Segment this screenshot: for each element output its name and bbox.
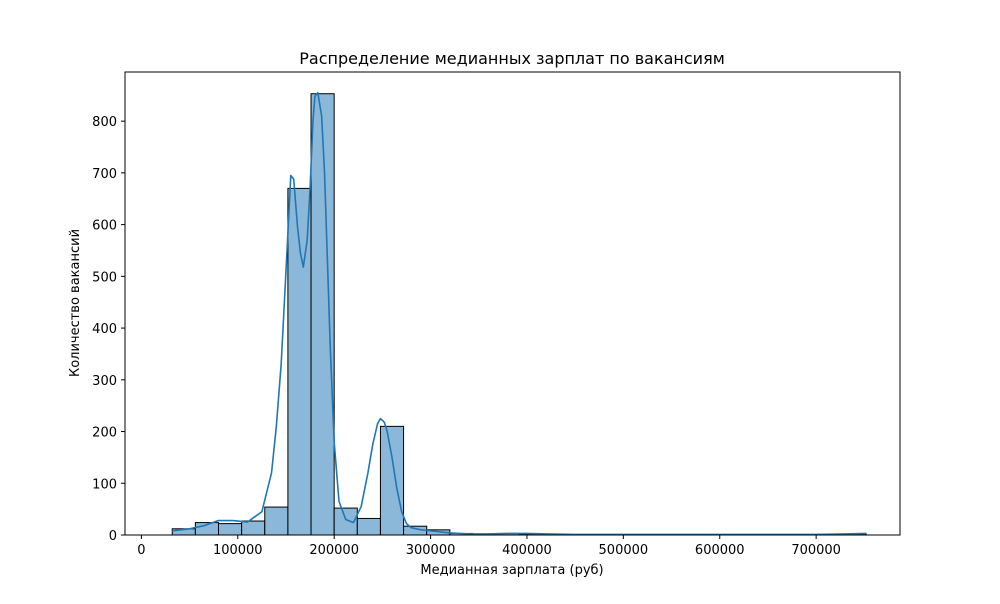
x-axis-title: Медианная зарплата (руб) [420,563,603,578]
bars-layer [171,93,867,536]
x-tick-label: 0 [137,543,145,558]
y-tick-label: 200 [92,426,117,441]
y-axis-title: Количество вакансий [68,229,83,377]
histogram-bar [310,93,335,536]
y-tick-label: 300 [92,374,117,389]
histogram-bar [218,523,243,536]
x-tick-label: 200000 [309,543,359,558]
y-tick-label: 100 [92,477,117,492]
histogram-bar [379,425,405,536]
y-tick-label: 700 [92,167,117,182]
chart-title: Распределение медианных зарплат по вакан… [299,49,725,68]
y-tick-label: 600 [92,219,117,234]
histogram-bar [241,520,266,536]
y-tick-label: 400 [92,322,117,337]
x-tick-label: 300000 [406,543,456,558]
y-tick-label: 500 [92,270,117,285]
x-tick-label: 600000 [695,543,745,558]
plot-frame [124,71,901,536]
x-tick-label: 100000 [213,543,263,558]
histogram-bar [264,506,289,536]
y-tick-label: 800 [92,115,117,130]
histogram-bar [356,517,381,536]
kde-line [172,91,867,536]
x-tick-label: 500000 [599,543,649,558]
kde-layer [172,91,867,536]
x-tick-label: 400000 [502,543,552,558]
axis-layer: 0 100000 200000 300000 400000 500000 600000 700… [92,115,841,558]
y-tick-label: 0 [109,529,117,544]
x-tick-label: 700000 [791,543,841,558]
